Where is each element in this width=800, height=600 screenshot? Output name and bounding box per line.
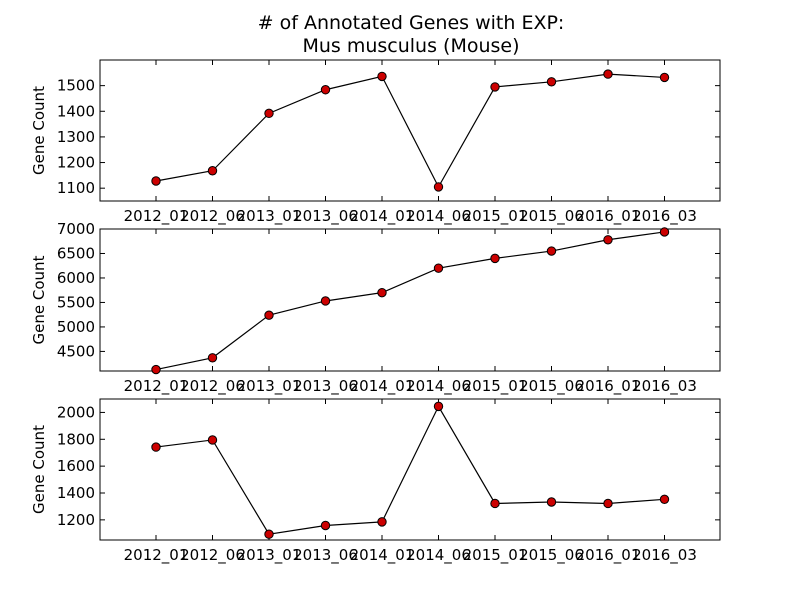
ytick-label: 1400	[57, 484, 95, 502]
data-point	[207, 435, 218, 445]
xtick-label: 2016_03	[632, 546, 697, 565]
ytick-label: 5000	[57, 318, 95, 336]
xtick-label: 2015_06	[519, 207, 584, 226]
ytick-label: 1300	[57, 128, 95, 146]
xtick-label: 2015_06	[519, 377, 584, 396]
data-point	[659, 494, 670, 505]
plot-frame-2	[99, 228, 721, 372]
data-point	[377, 287, 387, 298]
data-point	[264, 529, 274, 539]
xtick-label: 2012_06	[180, 377, 245, 396]
data-point	[320, 85, 331, 95]
xtick-label: 2016_03	[632, 207, 697, 226]
xtick-label: 2016_01	[576, 377, 641, 396]
data-point	[320, 296, 331, 306]
plot-frame-3	[99, 398, 721, 541]
data-point	[433, 401, 444, 412]
y-axis-label: Gene Count	[30, 86, 48, 175]
title-line-1: # of Annotated Genes with EXP:	[257, 12, 565, 34]
xtick-label: 2013_06	[293, 546, 358, 565]
xtick-label: 2015_01	[463, 377, 528, 396]
series-line	[155, 73, 665, 189]
data-point	[546, 77, 557, 87]
xtick-label: 2012_01	[124, 377, 189, 396]
title-line-2: Mus musculus (Mouse)	[302, 35, 520, 57]
xtick-label: 2013_01	[237, 546, 302, 565]
data-point	[151, 442, 161, 452]
figure-title: # of Annotated Genes with EXP: Mus muscu…	[0, 12, 800, 58]
data-point	[659, 227, 670, 237]
ytick-label: 1200	[57, 511, 95, 529]
xtick-label: 2014_06	[406, 377, 471, 396]
ytick-label: 6500	[57, 244, 95, 262]
data-point	[490, 253, 500, 264]
data-point	[207, 353, 218, 363]
ytick-label: 4500	[57, 342, 95, 360]
ytick-label: 1100	[57, 179, 95, 197]
xtick-label: 2012_01	[124, 207, 189, 226]
ytick-label: 6000	[57, 269, 95, 287]
data-point	[377, 517, 387, 527]
xtick-label: 2012_06	[180, 546, 245, 565]
xtick-label: 2014_01	[350, 207, 415, 226]
y-axis-label: Gene Count	[30, 255, 48, 344]
xtick-label: 2016_03	[632, 377, 697, 396]
ytick-label: 1200	[57, 154, 95, 172]
xtick-label: 2013_01	[237, 207, 302, 226]
xtick-label: 2016_01	[576, 207, 641, 226]
data-point	[546, 497, 557, 507]
data-point	[490, 82, 500, 92]
ytick-label: 1800	[57, 430, 95, 448]
ytick-label: 5500	[57, 293, 95, 311]
xtick-label: 2013_06	[293, 207, 358, 226]
series-line	[155, 231, 665, 371]
data-point	[603, 235, 613, 245]
data-point	[207, 166, 218, 176]
data-point	[151, 176, 161, 186]
data-point	[603, 69, 613, 79]
data-point	[433, 263, 444, 273]
data-point	[264, 310, 274, 320]
data-point	[151, 364, 161, 375]
data-point	[490, 498, 500, 509]
ytick-label: 1400	[57, 102, 95, 120]
data-point	[320, 520, 331, 531]
xtick-label: 2013_01	[237, 377, 302, 396]
xtick-label: 2014_01	[350, 377, 415, 396]
ytick-label: 2000	[57, 403, 95, 421]
y-axis-label: Gene Count	[30, 425, 48, 514]
data-point	[603, 498, 613, 509]
series-line	[155, 405, 665, 535]
data-point	[264, 108, 274, 119]
data-point	[377, 71, 387, 82]
plot-frame-1	[99, 59, 721, 202]
data-point	[659, 72, 670, 83]
ytick-label: 1500	[57, 77, 95, 95]
xtick-label: 2014_01	[350, 546, 415, 565]
xtick-label: 2012_06	[180, 207, 245, 226]
ytick-label: 7000	[57, 220, 95, 238]
xtick-label: 2015_01	[463, 546, 528, 565]
xtick-label: 2014_06	[406, 207, 471, 226]
xtick-label: 2015_06	[519, 546, 584, 565]
xtick-label: 2015_01	[463, 207, 528, 226]
data-point	[433, 182, 444, 192]
xtick-label: 2016_01	[576, 546, 641, 565]
xtick-label: 2012_01	[124, 546, 189, 565]
xtick-label: 2014_06	[406, 546, 471, 565]
ytick-label: 1600	[57, 457, 95, 475]
xtick-label: 2013_06	[293, 377, 358, 396]
data-point	[546, 246, 557, 256]
